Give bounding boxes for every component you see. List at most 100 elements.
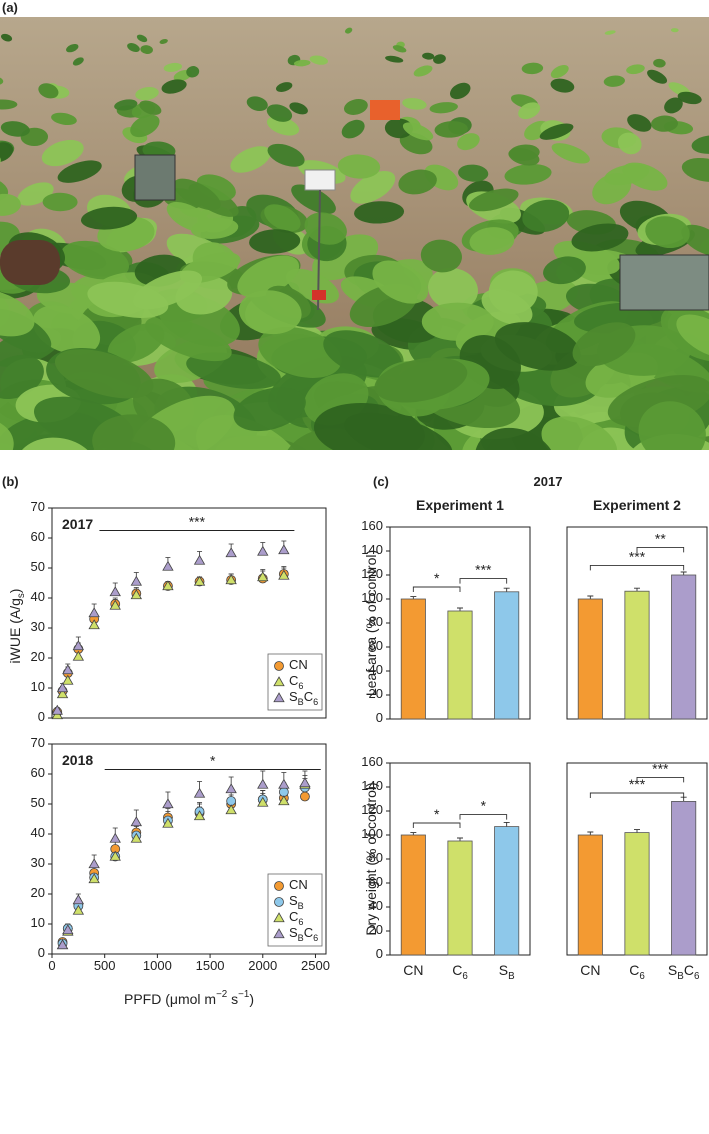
plant-leaf (603, 75, 625, 87)
marker (130, 589, 142, 600)
significance-label: *** (629, 548, 646, 564)
plant-leaf (249, 229, 301, 254)
plant-leaf (41, 139, 84, 167)
bar (400, 834, 426, 956)
plant-leaf (173, 178, 221, 211)
marker (299, 777, 311, 788)
y-tick-label: 50 (31, 559, 45, 574)
plant-leaf (413, 65, 433, 77)
marker (278, 778, 290, 789)
panel-title: 2017 (534, 474, 563, 489)
plant-leaf (323, 330, 402, 378)
plant-leaf (186, 352, 281, 390)
y-tick-label: 160 (361, 518, 383, 533)
marker (257, 796, 269, 807)
plant-leaf (681, 157, 709, 182)
marker (225, 783, 237, 794)
marker (109, 832, 121, 843)
plant-leaf (550, 65, 569, 79)
x-tick-label: 2500 (301, 958, 330, 973)
plant-leaf (246, 96, 268, 112)
x-tick-label: C6 (452, 962, 468, 982)
plant-leaf (622, 162, 668, 191)
plant-leaf (372, 260, 429, 304)
plant-leaf (350, 170, 396, 204)
plant-leaf (691, 135, 709, 154)
error-bar (587, 831, 594, 835)
legend-marker (273, 912, 285, 923)
marker (193, 787, 206, 798)
y-tick-label: 10 (31, 915, 45, 930)
legend-label: SBC6 (289, 689, 318, 707)
x-tick-label: 2000 (248, 958, 277, 973)
plant-leaf (267, 143, 305, 167)
plant-leaf (238, 290, 302, 335)
plant-leaf (345, 27, 353, 34)
marker (278, 569, 290, 580)
y-tick-label: 70 (31, 735, 45, 750)
plant-leaf (127, 43, 140, 53)
y-tick-label: 0 (376, 946, 383, 961)
error-bar (457, 607, 463, 611)
plant-leaf (230, 146, 271, 173)
significance-label: ** (655, 530, 666, 546)
plant-leaf (508, 147, 540, 166)
plant-leaf (233, 387, 306, 432)
plant-leaf (627, 114, 652, 132)
plant-leaf (114, 99, 138, 111)
plant-leaf (0, 193, 21, 216)
plant-leaf (604, 30, 616, 35)
legend-marker (273, 676, 285, 687)
plant-leaf (0, 99, 18, 110)
field-photo (0, 17, 709, 450)
legend-marker (273, 928, 285, 939)
x-tick-label: CN (580, 962, 600, 978)
tube (0, 240, 60, 285)
plant-leaf (266, 104, 293, 122)
significance-label: * (210, 752, 216, 768)
significance-label: *** (189, 513, 206, 529)
significance-label: *** (652, 760, 669, 776)
x-tick-label: SBC6 (668, 962, 700, 982)
bar (577, 598, 603, 720)
instrument (619, 254, 709, 311)
flag (312, 290, 326, 300)
plant-leaf (626, 64, 645, 75)
y-tick-label: 40 (31, 589, 45, 604)
marker (257, 545, 269, 556)
marker (130, 575, 142, 586)
x-tick-label: 1500 (196, 958, 225, 973)
plant-leaf (543, 256, 586, 285)
bar (624, 590, 650, 720)
panel-label: (a) (2, 0, 18, 15)
y-tick-label: 160 (361, 754, 383, 769)
y-tick-label: 100 (361, 590, 383, 605)
y-tick-label: 120 (361, 802, 383, 817)
plant-leaf (276, 82, 293, 92)
bar (577, 834, 603, 956)
x-tick-label: SB (499, 962, 515, 982)
y-tick-label: 30 (31, 619, 45, 634)
plant-leaf (504, 163, 552, 185)
legend-marker (274, 661, 284, 671)
plant-leaf (421, 302, 494, 341)
plant-leaf (422, 52, 435, 60)
legend-marker (274, 897, 284, 907)
experiment-title: Experiment 2 (593, 497, 681, 513)
plant-leaf (592, 173, 632, 205)
plant-leaf (551, 143, 590, 164)
marker (72, 650, 85, 661)
marker (300, 791, 310, 802)
y-tick-label: 50 (31, 795, 45, 810)
plant-leaf (266, 116, 300, 136)
x-tick-label: 0 (48, 958, 55, 973)
plant-leaf (664, 97, 683, 114)
plant-leaf (385, 55, 404, 63)
plant-leaf (107, 323, 165, 363)
marker (72, 894, 85, 905)
x-tick-label: C6 (629, 962, 645, 982)
marker (226, 796, 237, 806)
marker (62, 674, 74, 685)
legend-label: C6 (289, 673, 303, 691)
plant-leaf (420, 239, 462, 273)
